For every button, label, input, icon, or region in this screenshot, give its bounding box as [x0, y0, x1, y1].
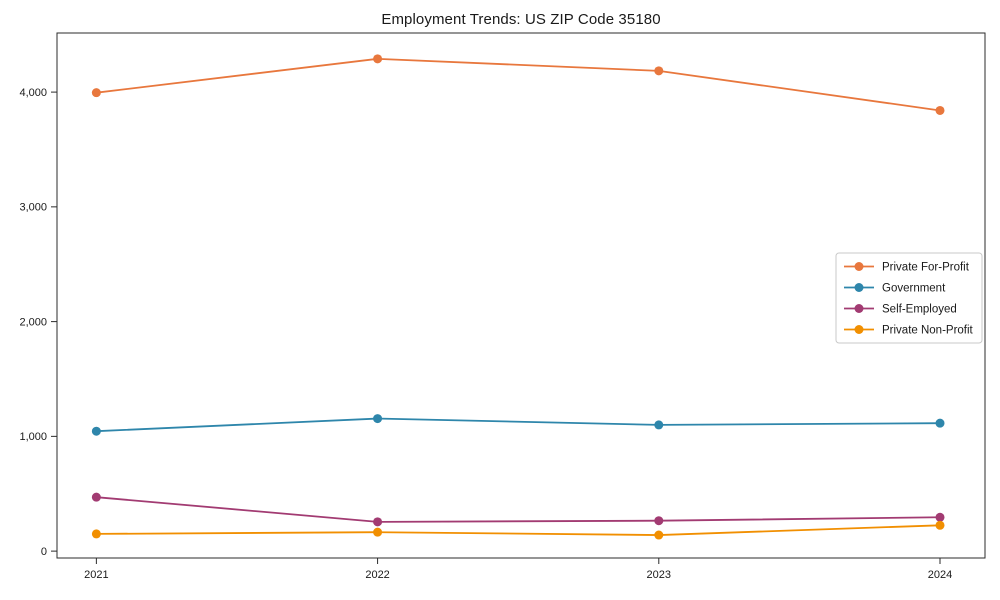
chart-title: Employment Trends: US ZIP Code 35180: [381, 11, 661, 28]
legend-marker: [854, 325, 864, 334]
data-point-marker: [373, 414, 383, 424]
data-point-marker: [935, 512, 945, 522]
plot-frame: [56, 32, 986, 559]
legend-marker: [854, 262, 864, 271]
x-tick-label: 2022: [365, 569, 389, 581]
data-point-marker: [935, 105, 945, 115]
data-point-marker: [654, 420, 664, 430]
y-tick-label: 1,000: [19, 431, 47, 443]
series-line: [96, 417, 941, 433]
x-tick-label: 2021: [84, 569, 108, 581]
legend-item-label: Self-Employed: [882, 304, 957, 316]
legend-item-label: Private Non-Profit: [882, 325, 974, 337]
y-tick-label: 4,000: [19, 87, 47, 99]
series-line: [96, 496, 941, 523]
legend-marker: [854, 304, 864, 313]
data-point-marker: [935, 520, 945, 530]
data-point-marker: [654, 66, 664, 76]
y-tick-label: 2,000: [19, 316, 47, 328]
legend-item-label: Private For-Profit: [882, 262, 970, 274]
legend-item-label: Government: [882, 283, 946, 295]
data-point-marker: [91, 88, 101, 98]
data-point-marker: [654, 516, 664, 526]
data-point-marker: [91, 492, 101, 502]
series-line: [96, 524, 941, 536]
y-tick-label: 3,000: [19, 202, 47, 214]
series-line: [96, 57, 941, 112]
data-point-marker: [373, 54, 383, 64]
data-point-marker: [91, 426, 101, 436]
data-point-marker: [654, 530, 664, 540]
x-tick-label: 2024: [928, 569, 952, 581]
data-point-marker: [935, 418, 945, 428]
y-tick-label: 0: [41, 546, 47, 558]
data-point-marker: [373, 527, 383, 537]
legend-marker: [854, 283, 864, 292]
data-point-marker: [91, 529, 101, 539]
data-point-marker: [373, 517, 383, 527]
legend-box: [835, 252, 983, 344]
x-tick-label: 2023: [647, 569, 671, 581]
